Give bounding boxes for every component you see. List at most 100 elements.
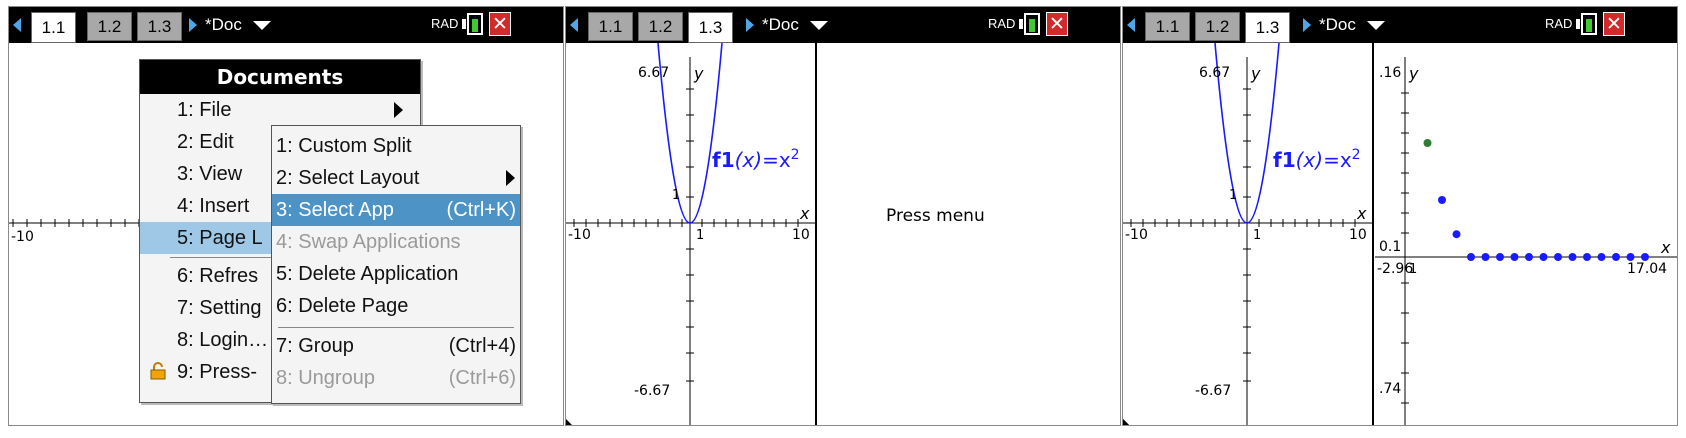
- sequence-point[interactable]: [1496, 253, 1504, 261]
- sequence-point[interactable]: [1568, 253, 1577, 261]
- sequence-point[interactable]: [1525, 253, 1533, 261]
- y-axis-ticks: [686, 88, 694, 382]
- submenu-item-custom-split[interactable]: 1: Custom Split: [272, 130, 520, 162]
- seq-y-min-label: .74: [1379, 381, 1401, 397]
- submenu-item-swap-applications: 4: Swap Applications: [272, 226, 520, 258]
- documents-menu: Documents 1: File 2: Edit 3: View 4: Ins…: [139, 59, 421, 403]
- function-label[interactable]: f1(x)=x2: [1273, 147, 1361, 172]
- document-name[interactable]: *Doc: [762, 15, 799, 34]
- tab-1-2[interactable]: 1.2: [638, 12, 683, 41]
- unlock-icon: [150, 362, 166, 380]
- x-axis-ticks: [573, 219, 799, 227]
- sequence-point[interactable]: [1467, 253, 1475, 261]
- scroll-right-arrow-icon[interactable]: [189, 18, 197, 32]
- menu-item-file[interactable]: 1: File: [177, 99, 232, 121]
- y-tick-label: 1: [672, 188, 680, 203]
- function-label[interactable]: f1(x)=x2: [712, 147, 800, 172]
- close-button[interactable]: ✕: [1603, 12, 1625, 36]
- corner-marker: [566, 419, 572, 425]
- submenu-item-delete-page[interactable]: 6: Delete Page: [272, 290, 520, 322]
- y-max-label: 6.67: [638, 65, 669, 81]
- chevron-down-icon[interactable]: [253, 21, 271, 30]
- scroll-left-arrow-icon[interactable]: [570, 18, 578, 32]
- submenu-item-select-app[interactable]: 3: Select App (Ctrl+K): [272, 194, 520, 226]
- sequence-point[interactable]: [1452, 230, 1461, 239]
- top-toolbar: 1.1 1.2 1.3 *Doc RAD ✕: [9, 7, 563, 43]
- submenu-item-delete-application[interactable]: 5: Delete Application: [272, 258, 520, 290]
- submenu-item-ungroup: 8: Ungroup (Ctrl+6): [272, 362, 520, 394]
- x-min-label: -10: [11, 229, 34, 245]
- x-min-label: -10: [1125, 227, 1148, 243]
- close-button[interactable]: ✕: [489, 12, 511, 36]
- submenu-item-select-layout[interactable]: 2: Select Layout: [272, 162, 520, 194]
- y-axis-ticks: [1243, 88, 1251, 382]
- menu-item-edit[interactable]: 2: Edit: [177, 131, 234, 153]
- tab-1-2[interactable]: 1.2: [87, 12, 132, 41]
- x-axis-ticks: [1130, 219, 1356, 227]
- submenu-arrow-icon: [394, 102, 403, 118]
- tab-1-3[interactable]: 1.3: [1245, 12, 1290, 43]
- sequence-point[interactable]: [1641, 253, 1649, 261]
- submenu-item-label: 7: Group: [276, 335, 354, 357]
- sequence-point[interactable]: [1423, 139, 1432, 147]
- document-name[interactable]: *Doc: [205, 15, 242, 34]
- tab-1-1[interactable]: 1.1: [588, 12, 633, 41]
- close-button[interactable]: ✕: [1046, 12, 1068, 36]
- x-min-label: -10: [568, 227, 591, 243]
- seq-x-max-label: 17.04: [1627, 261, 1667, 277]
- tab-1-3[interactable]: 1.3: [688, 12, 733, 43]
- menu-item-press-to-test[interactable]: 9: Press-: [177, 361, 258, 383]
- menu-item-refresh[interactable]: 6: Refres: [177, 265, 259, 287]
- seq-x-tick-label: 1: [1409, 262, 1417, 277]
- y-tick-label: 1: [1229, 188, 1237, 203]
- function-graph-svg[interactable]: 6.67 y 1 -10 1 10 x -6.67 f1(x)=x2 Press…: [566, 42, 1121, 425]
- seq-y-axis-label: y: [1408, 64, 1419, 83]
- split-graphs-svg[interactable]: 6.67 y 1 -10 1 10 x -6.67 f1(x)=x2: [1123, 42, 1678, 425]
- chevron-down-icon[interactable]: [810, 21, 828, 30]
- menu-item-settings[interactable]: 7: Setting: [177, 297, 262, 319]
- sequence-point[interactable]: [1583, 253, 1591, 261]
- battery-icon: [467, 13, 483, 35]
- scroll-right-arrow-icon[interactable]: [746, 18, 754, 32]
- corner-marker: [1123, 419, 1129, 425]
- submenu-item-group[interactable]: 7: Group (Ctrl+4): [272, 330, 520, 362]
- scroll-left-arrow-icon[interactable]: [1127, 18, 1135, 32]
- menu-item-insert[interactable]: 4: Insert: [177, 195, 250, 217]
- sequence-point[interactable]: [1481, 253, 1490, 261]
- tab-1-1[interactable]: 1.1: [31, 12, 76, 43]
- tab-1-1[interactable]: 1.1: [1145, 12, 1190, 41]
- menu-item-login[interactable]: 8: Login…: [177, 329, 269, 351]
- seq-y-max-label: .16: [1379, 65, 1401, 81]
- menu-item-view[interactable]: 3: View: [177, 163, 243, 185]
- battery-icon: [1024, 13, 1040, 35]
- x-tick-label: 1: [696, 228, 704, 243]
- shortcut-label: (Ctrl+4): [448, 335, 516, 357]
- sequence-point[interactable]: [1597, 253, 1606, 261]
- tab-1-3[interactable]: 1.3: [137, 12, 182, 41]
- panel-3-screen: 1.1 1.2 1.3 *Doc RAD ✕: [1122, 6, 1678, 426]
- sequence-point[interactable]: [1438, 196, 1446, 204]
- x-axis-label: x: [799, 204, 810, 223]
- scroll-left-arrow-icon[interactable]: [13, 18, 21, 32]
- chevron-down-icon[interactable]: [1367, 21, 1385, 30]
- battery-cap: [1576, 19, 1580, 29]
- x-tick-label: 1: [1253, 228, 1261, 243]
- sequence-point[interactable]: [1510, 253, 1519, 261]
- top-toolbar: 1.1 1.2 1.3 *Doc RAD ✕: [1123, 7, 1677, 43]
- y-axis-label: y: [1250, 64, 1261, 83]
- x-max-label: 10: [792, 227, 810, 243]
- scroll-right-arrow-icon[interactable]: [1303, 18, 1311, 32]
- sequence-point[interactable]: [1626, 253, 1635, 261]
- x-axis-label: x: [1356, 204, 1367, 223]
- tab-1-2[interactable]: 1.2: [1195, 12, 1240, 41]
- panel-1-screen: 1.1 1.2 1.3 *Doc RAD ✕ -10 Documents 1: …: [8, 6, 564, 426]
- submenu-item-label: 3: Select App: [276, 199, 394, 221]
- sequence-point[interactable]: [1554, 253, 1562, 261]
- submenu-item-label: 6: Delete Page: [276, 295, 409, 317]
- sequence-point[interactable]: [1612, 253, 1620, 261]
- top-toolbar: 1.1 1.2 1.3 *Doc RAD ✕: [566, 7, 1120, 43]
- document-name[interactable]: *Doc: [1319, 15, 1356, 34]
- submenu-item-label: 4: Swap Applications: [276, 231, 461, 253]
- parabola-curve: [1214, 42, 1280, 224]
- sequence-point[interactable]: [1539, 253, 1548, 261]
